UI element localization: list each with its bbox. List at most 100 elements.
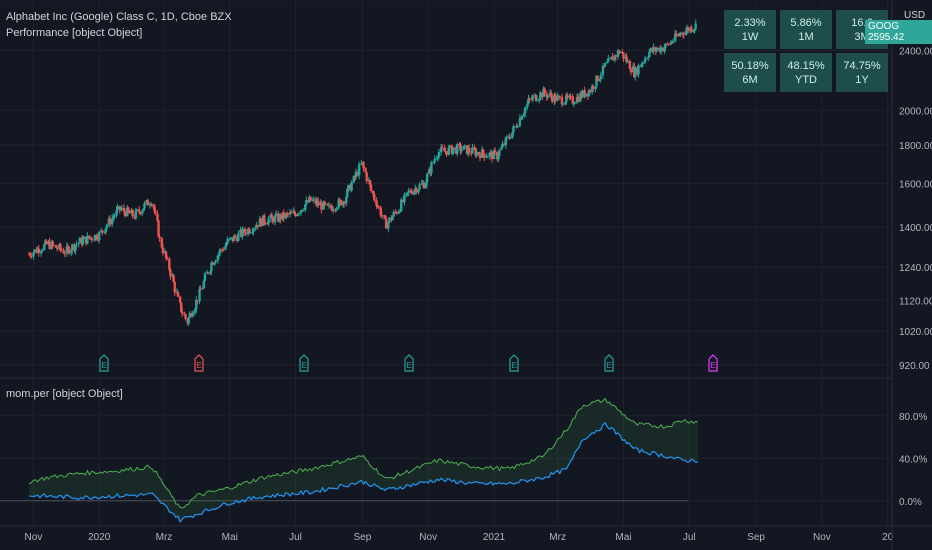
candle-body <box>96 239 100 241</box>
earnings-marker-letter: E <box>711 361 716 370</box>
price-tag[interactable]: GOOG 2595.42 <box>865 20 932 44</box>
candle-body <box>518 118 522 127</box>
candle-body <box>435 158 439 160</box>
candle-body <box>39 251 43 253</box>
candle-body <box>224 245 227 250</box>
perf-cell-6m: 50.18% 6M <box>724 53 776 92</box>
candle-body <box>598 78 601 82</box>
candle-body <box>228 238 231 240</box>
candle-body <box>71 244 74 251</box>
x-tick-label: Mai <box>615 532 631 543</box>
candle-body <box>199 289 202 291</box>
candle-body <box>596 75 599 82</box>
earnings-marker[interactable] <box>404 354 414 372</box>
candle-body <box>134 210 138 219</box>
candle-body <box>294 213 297 217</box>
candle-body <box>377 206 380 208</box>
candle-body <box>331 207 334 211</box>
candle-body <box>391 216 394 221</box>
x-tick-label: Sep <box>354 532 372 543</box>
earnings-marker[interactable] <box>299 354 309 372</box>
candle-body <box>252 228 255 232</box>
perf-value: 50.18% <box>731 59 769 72</box>
candle-body <box>54 245 58 248</box>
candle-body <box>369 184 373 192</box>
candle-body <box>206 272 210 274</box>
candle-body <box>339 199 343 206</box>
candle-body <box>161 247 165 254</box>
lower-pane-label[interactable]: mom.per [object Object] <box>6 388 123 400</box>
candle-body <box>561 104 565 106</box>
candle-body <box>648 51 651 58</box>
candle-body <box>66 246 70 248</box>
candle-body <box>75 244 78 246</box>
candle-body <box>104 228 107 233</box>
candle-body <box>592 86 595 89</box>
candle-body <box>451 149 455 155</box>
candle-body <box>180 302 183 312</box>
candle-body <box>364 168 367 173</box>
indicator-label[interactable]: Performance [object Object] <box>6 27 143 39</box>
candle-body <box>279 214 282 220</box>
momentum-fill <box>29 398 698 522</box>
candle-body <box>293 211 296 214</box>
candle-body <box>173 282 176 293</box>
candle-body <box>196 300 199 302</box>
candle-body <box>522 113 526 116</box>
candle-body <box>667 43 670 45</box>
candle-body <box>347 184 350 189</box>
perf-period: 1Y <box>855 73 869 86</box>
candle-body <box>334 209 337 211</box>
chart-title: Alphabet Inc (Google) Class C, 1D, Cboe … <box>6 11 232 23</box>
candle-body <box>674 33 677 41</box>
y-tick-label: 1400.00 <box>899 223 932 234</box>
candle-body <box>410 192 414 195</box>
candle-body <box>535 100 539 102</box>
candle-body <box>527 98 530 104</box>
candle-body <box>342 201 346 204</box>
candle-body <box>417 189 420 193</box>
candle-body <box>29 254 32 256</box>
candle-body <box>508 138 512 140</box>
candle-body <box>168 258 171 270</box>
x-tick-label: Jul <box>289 532 302 543</box>
candle-body <box>607 58 610 62</box>
candle-body <box>531 96 535 100</box>
earnings-marker[interactable] <box>509 354 519 372</box>
candle-body <box>448 145 451 148</box>
candle-body <box>211 262 214 265</box>
candle-body <box>629 69 633 73</box>
candle-body <box>346 188 349 198</box>
candle-body <box>320 202 323 210</box>
candle-body <box>271 217 275 223</box>
candle-body <box>565 95 568 103</box>
candle-body <box>511 132 514 139</box>
candle-body <box>286 213 290 215</box>
candle-body <box>259 218 263 226</box>
candle-body <box>86 235 89 244</box>
earnings-marker[interactable] <box>194 354 204 372</box>
candle-body <box>528 98 531 100</box>
candle-body <box>184 314 187 319</box>
candle-body <box>122 207 126 212</box>
candle-body <box>690 27 693 32</box>
candle-body <box>611 56 614 61</box>
candle-body <box>309 196 312 201</box>
earnings-marker[interactable] <box>604 354 614 372</box>
candle-body <box>232 235 236 242</box>
candle-body <box>403 194 406 202</box>
candle-body <box>613 55 617 61</box>
candle-body <box>181 311 184 314</box>
candle-body <box>323 201 326 205</box>
earnings-marker[interactable] <box>708 354 718 372</box>
candle-body <box>452 147 456 150</box>
earnings-marker-letter: E <box>302 361 307 370</box>
earnings-marker[interactable] <box>99 354 109 372</box>
candle-body <box>445 151 448 155</box>
candle-body <box>251 231 254 233</box>
candle-body <box>256 225 259 227</box>
grid-lines <box>0 0 892 526</box>
candle-body <box>52 245 56 247</box>
candle-body <box>225 243 228 246</box>
candle-body <box>112 217 115 219</box>
